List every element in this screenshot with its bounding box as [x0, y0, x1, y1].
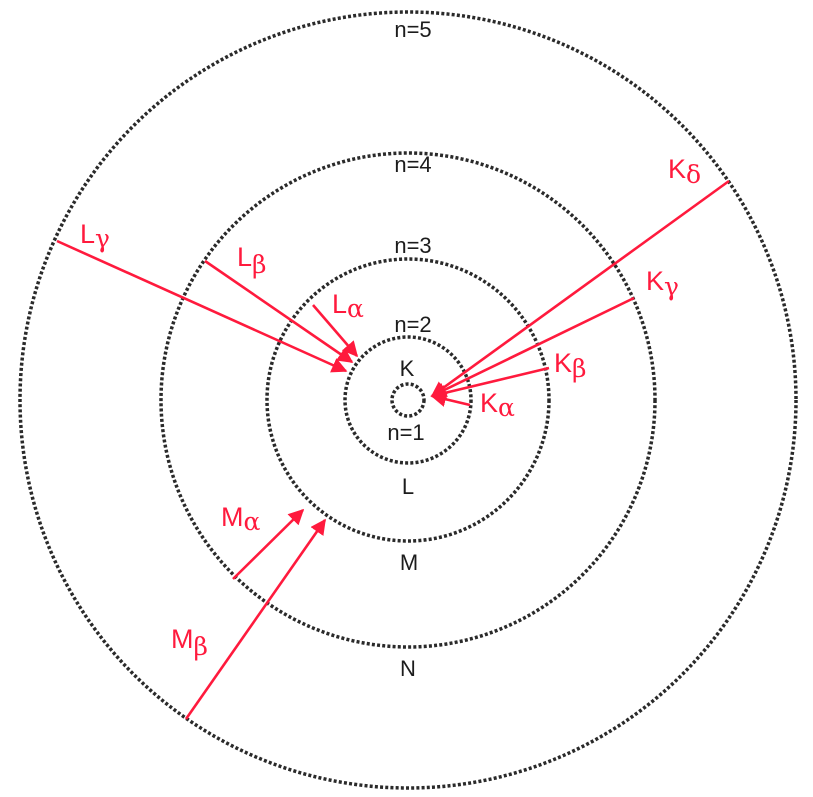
l-gamma-label: Lγ	[80, 219, 110, 253]
l-gamma-greek: γ	[95, 224, 110, 253]
shell-l-label: L	[402, 474, 414, 499]
l-beta-letter: L	[237, 242, 252, 272]
shell-n-label: N	[400, 656, 416, 681]
k-gamma-letter: K	[646, 266, 664, 296]
k-gamma-greek: γ	[664, 272, 679, 301]
k-alpha-label: Kα	[480, 388, 515, 422]
l-beta-label: Lβ	[237, 242, 266, 279]
k-beta-arrow	[430, 366, 550, 401]
m-beta-letter: M	[171, 624, 194, 654]
m-alpha-letter: M	[221, 502, 244, 532]
m-alpha-greek: α	[244, 507, 261, 536]
shell-n5	[18, 10, 798, 790]
k-alpha-letter: K	[480, 388, 498, 418]
shell-letter-labels: K L M N	[400, 356, 419, 681]
l-gamma-letter: L	[80, 219, 95, 249]
k-beta-letter: K	[554, 348, 572, 378]
shell-n1	[390, 382, 426, 418]
k-delta-greek: δ	[686, 160, 701, 189]
k-gamma-arrow	[430, 296, 635, 398]
l-alpha-label: Lα	[332, 289, 364, 323]
m-beta-greek: β	[194, 632, 208, 661]
m-beta-arrow	[184, 518, 327, 720]
l-gamma-arrow	[56, 239, 348, 373]
l-beta-greek: β	[252, 250, 266, 279]
k-delta-letter: K	[668, 154, 686, 184]
shell-n1-label: n=1	[387, 420, 424, 445]
l-alpha-arrow	[312, 304, 359, 358]
transition-labels: Kδ Kγ Kβ Kα Lγ Lβ Lα Mα Mβ	[80, 154, 701, 661]
shell-n5-label: n=5	[394, 17, 431, 42]
k-beta-greek: β	[572, 354, 586, 383]
shells	[18, 10, 798, 790]
shell-n4	[159, 151, 657, 649]
shell-n4-label: n=4	[394, 152, 431, 177]
k-beta-label: Kβ	[554, 348, 586, 383]
k-delta-arrow	[430, 179, 730, 398]
k-delta-label: Kδ	[668, 154, 701, 189]
l-alpha-greek: α	[347, 294, 364, 323]
k-alpha-greek: α	[498, 393, 515, 422]
m-beta-label: Mβ	[171, 624, 208, 661]
m-alpha-label: Mα	[221, 502, 261, 536]
shell-n-labels: n=5 n=4 n=3 n=2 n=1	[387, 17, 431, 445]
l-alpha-letter: L	[332, 289, 347, 319]
k-alpha-arrow	[430, 391, 471, 407]
m-alpha-arrow	[232, 508, 305, 580]
k-gamma-label: Kγ	[646, 266, 679, 301]
shell-k-label: K	[400, 356, 415, 381]
transition-arrows	[56, 179, 730, 720]
l-beta-arrow	[204, 259, 354, 364]
shell-m-label: M	[400, 550, 418, 575]
shell-n2-label: n=2	[394, 312, 431, 337]
shell-n3-label: n=3	[394, 233, 431, 258]
shell-n2	[343, 335, 473, 465]
shell-n3	[265, 257, 551, 543]
